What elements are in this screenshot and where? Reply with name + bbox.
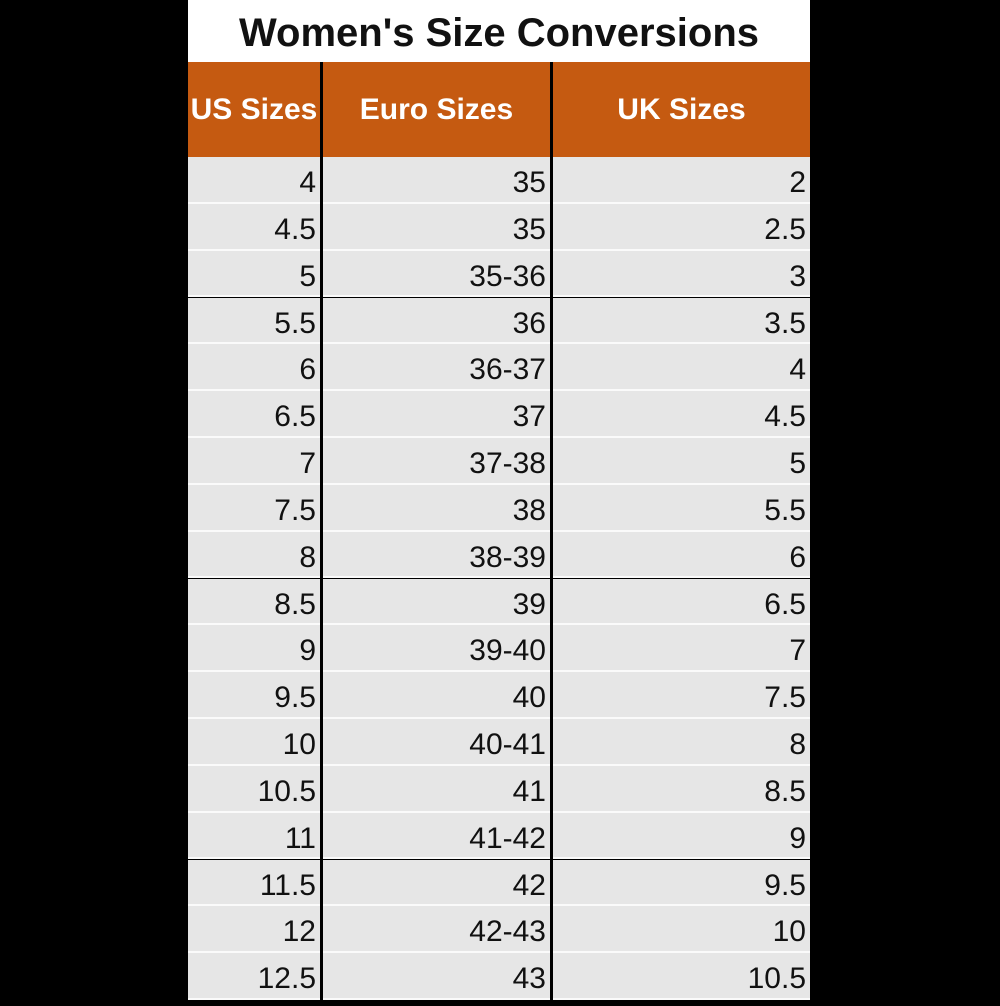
table-cell: 10 xyxy=(553,906,810,954)
table-cell: 2.5 xyxy=(553,203,810,251)
table-cell: 3.5 xyxy=(553,297,810,345)
column-header: US Sizes xyxy=(188,62,320,157)
table-cell: 6.5 xyxy=(553,578,810,626)
table-cell: 11 xyxy=(188,812,320,860)
column-header: Euro Sizes xyxy=(323,62,550,157)
table-cell: 5 xyxy=(188,250,320,298)
table-cell: 7.5 xyxy=(553,672,810,719)
table-cell: 2 xyxy=(553,157,810,204)
table-cell: 38 xyxy=(323,484,550,532)
column-header: UK Sizes xyxy=(553,62,810,157)
table-cell: 11.5 xyxy=(188,859,320,907)
table-cell: 36-37 xyxy=(323,344,550,392)
table-cell: 41-42 xyxy=(323,812,550,860)
table-cell: 7 xyxy=(553,625,810,673)
table-cell: 7.5 xyxy=(188,484,320,532)
title: Women's Size Conversions xyxy=(188,0,810,62)
table-cell: 4 xyxy=(553,344,810,392)
table-cell: 39 xyxy=(323,578,550,626)
table-cell: 3 xyxy=(553,250,810,298)
table-cell: 6 xyxy=(188,344,320,392)
table-cell: 42 xyxy=(323,859,550,907)
table-cell: 10.5 xyxy=(553,953,810,1000)
table-cell: 36 xyxy=(323,297,550,345)
table-cell: 38-39 xyxy=(323,531,550,579)
table-cell: 43 xyxy=(323,953,550,1000)
table-cell: 12 xyxy=(188,906,320,954)
table-cell: 9 xyxy=(553,812,810,860)
table-cell: 8.5 xyxy=(188,578,320,626)
table-cell: 10.5 xyxy=(188,765,320,813)
table-cell: 40-41 xyxy=(323,719,550,766)
table-cell: 10 xyxy=(188,719,320,766)
table-cell: 9.5 xyxy=(188,672,320,719)
table-cell: 35 xyxy=(323,203,550,251)
table-cell: 6 xyxy=(553,531,810,579)
table-cell: 39-40 xyxy=(323,625,550,673)
table-cell: 35-36 xyxy=(323,250,550,298)
table-cell: 4.5 xyxy=(188,203,320,251)
table-cell: 40 xyxy=(323,672,550,719)
table-cell: 9.5 xyxy=(553,859,810,907)
table-cell: 5.5 xyxy=(553,484,810,532)
table-cell: 6.5 xyxy=(188,391,320,438)
table-cell: 42-43 xyxy=(323,906,550,954)
table-cell: 5.5 xyxy=(188,297,320,345)
table-cell: 7 xyxy=(188,438,320,485)
table-cell: 4 xyxy=(188,157,320,204)
table-cell: 8 xyxy=(553,719,810,766)
table-cell: 37 xyxy=(323,391,550,438)
table-cell: 4.5 xyxy=(553,391,810,438)
table-cell: 5 xyxy=(553,438,810,485)
table-cell: 9 xyxy=(188,625,320,673)
table-cell: 41 xyxy=(323,765,550,813)
table-cell: 8 xyxy=(188,531,320,579)
table-cell: 35 xyxy=(323,157,550,204)
table-cell: 37-38 xyxy=(323,438,550,485)
table-cell: 12.5 xyxy=(188,953,320,1000)
table-cell: 8.5 xyxy=(553,765,810,813)
